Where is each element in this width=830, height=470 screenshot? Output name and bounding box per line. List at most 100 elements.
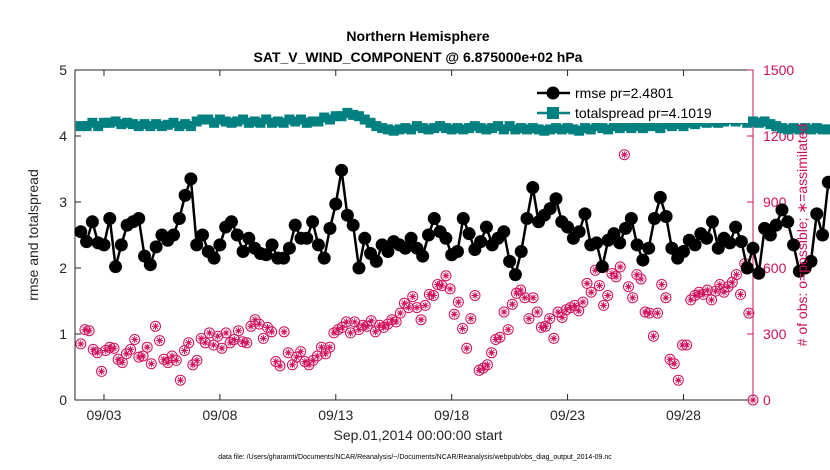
obs-point-circle (548, 332, 560, 344)
obs-point-asterisk (98, 367, 106, 375)
rmse-point (810, 207, 824, 221)
obs-point-circle (120, 348, 132, 360)
y-tick-label: 4 (59, 128, 67, 144)
obs-point (170, 354, 182, 366)
rmse-point (132, 212, 146, 225)
obs-point (486, 347, 498, 359)
obs-point-circle (486, 347, 498, 359)
obs-point-circle (602, 290, 614, 301)
obs-point (162, 357, 174, 369)
legend-rmse-label: rmse pr=2.4801 (575, 85, 674, 101)
obs-point-circle (183, 337, 195, 349)
x-tick-label: 09/28 (666, 407, 701, 423)
obs-point-asterisk (251, 316, 259, 324)
totalspread-point (475, 123, 486, 134)
obs-point-asterisk (687, 296, 695, 304)
obs-point (635, 273, 647, 285)
totalspread-point (307, 116, 318, 127)
totalspread-point (510, 124, 521, 135)
rmse-point (613, 236, 627, 250)
obs-point-asterisk (641, 308, 649, 316)
obs-point-circle (502, 324, 514, 336)
obs-point-asterisk (732, 271, 740, 279)
obs-point-asterisk (255, 320, 263, 328)
obs-point-asterisk (135, 353, 143, 361)
obs-point (274, 360, 286, 372)
obs-point-circle (100, 345, 112, 356)
obs-point-circle (481, 359, 493, 371)
obs-point (361, 320, 373, 332)
totalspread-point (145, 121, 156, 132)
obs-point-asterisk (649, 332, 657, 340)
obs-point (706, 294, 718, 306)
rmse-point (508, 268, 522, 282)
totalspread-point (666, 121, 677, 132)
obs-point-circle (232, 325, 244, 337)
rmse-point (190, 238, 204, 252)
obs-point-asterisk (131, 336, 139, 343)
totalspread-point (753, 117, 764, 128)
obs-point (701, 284, 713, 296)
obs-point-asterisk (93, 349, 101, 357)
obs-point-circle (154, 335, 166, 347)
obs-point-circle (527, 292, 539, 304)
rmse-point (300, 231, 314, 245)
obs-point-asterisk (363, 322, 371, 330)
totalspread-point (261, 114, 272, 125)
obs-point-asterisk (276, 362, 284, 370)
obs-point-asterisk (683, 341, 691, 349)
obs-point-asterisk (517, 286, 525, 294)
obs-point-asterisk (400, 299, 408, 307)
obs-point-circle (743, 307, 755, 319)
obs-point (461, 342, 473, 354)
y-tick-label: 5 (59, 62, 67, 78)
obs-point-asterisk (347, 329, 355, 337)
rmse-point (340, 208, 354, 222)
obs-point (531, 306, 543, 318)
obs-point-circle (701, 284, 713, 296)
rmse-point (74, 225, 88, 239)
obs-point-asterisk (264, 323, 272, 331)
rmse-point (752, 266, 766, 280)
rmse-point (503, 254, 517, 268)
rmse-point (804, 254, 818, 268)
rmse-point (729, 220, 743, 234)
rmse-point (763, 228, 777, 242)
totalspread-point (620, 121, 631, 132)
totalspread-point (371, 121, 382, 132)
x-tick-label: 09/18 (434, 407, 469, 423)
totalspread-point (655, 123, 666, 134)
rmse-point (358, 231, 372, 245)
rmse-point (636, 253, 650, 267)
obs-point (718, 286, 730, 298)
obs-point-asterisk (396, 309, 404, 317)
obs-point-asterisk (438, 282, 446, 290)
obs-point-asterisk (678, 341, 686, 349)
obs-point-circle (697, 288, 709, 300)
x-tick-label: 09/13 (318, 407, 353, 423)
obs-point (249, 314, 261, 326)
obs-point (191, 354, 203, 366)
rmse-point (456, 212, 470, 225)
obs-point (187, 359, 199, 371)
obs-point-asterisk (454, 298, 462, 306)
obs-point-circle (652, 307, 664, 319)
rmse-point (265, 238, 279, 252)
obs-point (577, 296, 589, 308)
obs-point-asterisk (405, 304, 413, 312)
obs-point-asterisk (558, 314, 566, 321)
obs-point-circle (440, 270, 452, 282)
obs-point-asterisk (629, 294, 637, 302)
obs-point (220, 327, 232, 339)
obs-point-asterisk (483, 361, 491, 369)
obs-point-asterisk (525, 315, 533, 323)
obs-point-circle (87, 343, 99, 355)
rmse-point (781, 215, 795, 229)
totalspread-point (516, 123, 527, 134)
obs-point-asterisk (305, 361, 313, 369)
obs-point (419, 299, 431, 311)
obs-point-circle (245, 320, 257, 332)
obs-point (440, 270, 452, 282)
totalspread-point (823, 124, 830, 135)
